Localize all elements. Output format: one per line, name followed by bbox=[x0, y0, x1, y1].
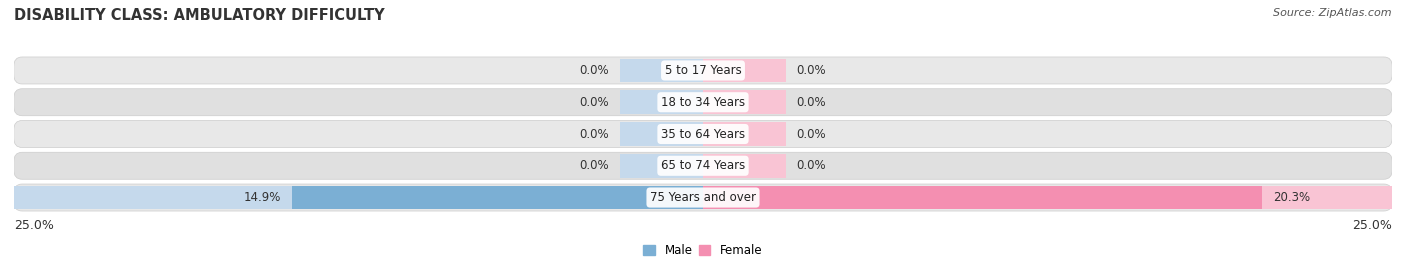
Bar bbox=[703, 186, 1263, 209]
Text: DISABILITY CLASS: AMBULATORY DIFFICULTY: DISABILITY CLASS: AMBULATORY DIFFICULTY bbox=[14, 8, 385, 23]
Text: 25.0%: 25.0% bbox=[1353, 219, 1392, 232]
Text: 0.0%: 0.0% bbox=[797, 159, 827, 172]
Text: 65 to 74 Years: 65 to 74 Years bbox=[661, 159, 745, 172]
Bar bbox=[703, 186, 1392, 209]
Bar bbox=[703, 154, 786, 178]
Bar bbox=[620, 122, 703, 146]
Text: 5 to 17 Years: 5 to 17 Years bbox=[665, 64, 741, 77]
FancyBboxPatch shape bbox=[14, 89, 1392, 116]
Text: 0.0%: 0.0% bbox=[579, 128, 609, 140]
Bar bbox=[703, 59, 786, 82]
Text: 0.0%: 0.0% bbox=[579, 64, 609, 77]
Text: 0.0%: 0.0% bbox=[797, 128, 827, 140]
Text: 35 to 64 Years: 35 to 64 Years bbox=[661, 128, 745, 140]
Bar bbox=[292, 186, 703, 209]
Text: 0.0%: 0.0% bbox=[797, 64, 827, 77]
Text: 0.0%: 0.0% bbox=[797, 96, 827, 109]
Text: 75 Years and over: 75 Years and over bbox=[650, 191, 756, 204]
Text: 25.0%: 25.0% bbox=[14, 219, 53, 232]
Bar bbox=[14, 186, 703, 209]
Text: 18 to 34 Years: 18 to 34 Years bbox=[661, 96, 745, 109]
FancyBboxPatch shape bbox=[14, 184, 1392, 211]
Text: 20.3%: 20.3% bbox=[1274, 191, 1310, 204]
Bar bbox=[620, 90, 703, 114]
Text: 0.0%: 0.0% bbox=[579, 159, 609, 172]
FancyBboxPatch shape bbox=[14, 121, 1392, 147]
Text: 0.0%: 0.0% bbox=[579, 96, 609, 109]
Bar bbox=[703, 90, 786, 114]
Text: Source: ZipAtlas.com: Source: ZipAtlas.com bbox=[1274, 8, 1392, 18]
Text: 14.9%: 14.9% bbox=[245, 191, 281, 204]
Bar bbox=[620, 154, 703, 178]
Bar bbox=[703, 122, 786, 146]
Legend: Male, Female: Male, Female bbox=[638, 239, 768, 262]
FancyBboxPatch shape bbox=[14, 152, 1392, 179]
Bar bbox=[620, 59, 703, 82]
FancyBboxPatch shape bbox=[14, 57, 1392, 84]
